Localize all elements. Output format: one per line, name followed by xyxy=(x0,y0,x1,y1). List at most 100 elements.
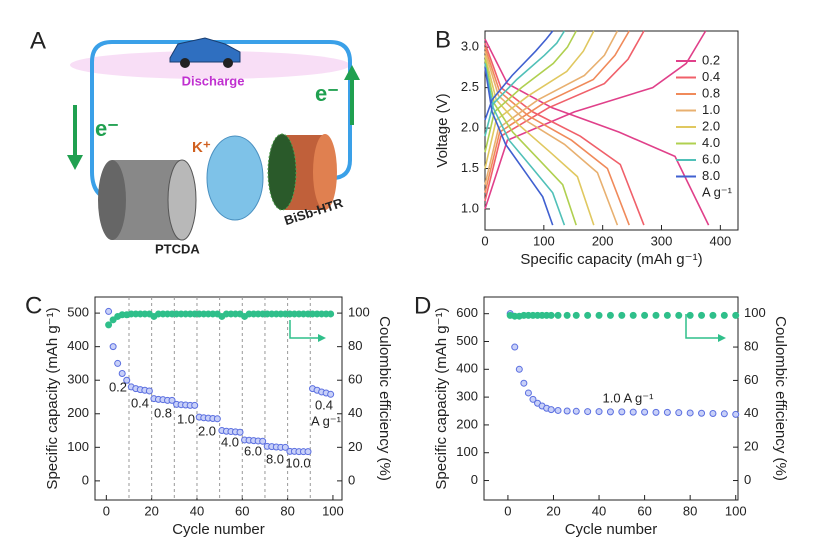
electron-label: e⁻ xyxy=(315,81,339,106)
ion-label: K⁺ xyxy=(192,139,211,156)
y-tick-label: 100 xyxy=(456,444,478,459)
x-tick-label: 20 xyxy=(144,503,158,518)
y-tick-label: 2.0 xyxy=(461,120,479,135)
y-tick-label: 200 xyxy=(456,416,478,431)
panel-label: C xyxy=(25,292,42,319)
point xyxy=(663,408,671,416)
point xyxy=(698,311,706,319)
y2-tick-label: 80 xyxy=(744,338,758,353)
point xyxy=(109,316,117,324)
annotation: 8.0 xyxy=(266,451,284,466)
curve xyxy=(484,30,566,226)
plot-frame xyxy=(483,296,739,501)
x-tick-label: 40 xyxy=(190,503,204,518)
y-tick-label: 400 xyxy=(67,338,89,353)
y2-axis-title: Coulombic efficiency (%) xyxy=(772,316,789,481)
x-tick-label: 80 xyxy=(280,503,294,518)
point xyxy=(629,311,637,319)
point xyxy=(105,307,113,315)
point xyxy=(520,379,528,387)
point xyxy=(118,370,126,378)
y-axis-title: Specific capacity (mAh g⁻¹) xyxy=(44,307,61,489)
legend-label: 0.2 xyxy=(702,52,720,67)
point xyxy=(641,311,649,319)
axis-arrow xyxy=(685,314,722,339)
y2-tick-label: 100 xyxy=(348,305,370,320)
legend-label: 1.0 xyxy=(702,102,720,117)
point xyxy=(618,408,626,416)
wire xyxy=(90,40,352,202)
legend-label: 8.0 xyxy=(702,168,720,183)
point xyxy=(191,401,199,409)
legend-title: A g⁻¹ xyxy=(702,184,733,199)
point xyxy=(213,415,221,423)
y-tick-label: 2.5 xyxy=(461,79,479,94)
point xyxy=(109,343,117,351)
point xyxy=(259,437,267,445)
legend-label: 4.0 xyxy=(702,135,720,150)
x-axis-title: Cycle number xyxy=(565,521,658,538)
wheel xyxy=(223,58,233,68)
point xyxy=(686,409,694,417)
point xyxy=(595,311,603,319)
point xyxy=(606,408,614,416)
cathode-back xyxy=(98,160,126,240)
x-tick-label: 100 xyxy=(725,503,747,518)
arrow-head xyxy=(718,334,726,342)
plot-frame xyxy=(484,30,739,231)
y2-tick-label: 60 xyxy=(744,372,758,387)
point xyxy=(168,396,176,404)
y-tick-label: 1.0 xyxy=(461,200,479,215)
curve xyxy=(484,30,630,226)
y2-tick-label: 20 xyxy=(348,439,362,454)
point xyxy=(281,443,289,451)
point xyxy=(554,311,562,319)
y-tick-label: 300 xyxy=(67,372,89,387)
x-tick-label: 100 xyxy=(322,503,344,518)
annotation: 10.0 xyxy=(285,455,310,470)
legend-label: 0.4 xyxy=(702,69,720,84)
y-tick-label: 0 xyxy=(471,472,478,487)
point xyxy=(720,410,728,418)
curve xyxy=(484,30,619,226)
x-tick-label: 20 xyxy=(546,503,560,518)
point xyxy=(563,407,571,415)
curve xyxy=(484,30,710,226)
y2-tick-label: 40 xyxy=(348,405,362,420)
x-axis-title: Cycle number xyxy=(172,521,265,538)
diagram-a: A Discharge e⁻ e⁻ K⁺ PTCDA BiSb-HTR xyxy=(30,27,360,256)
x-tick-label: 0 xyxy=(504,503,511,518)
point xyxy=(652,408,660,416)
y-tick-label: 600 xyxy=(456,305,478,320)
curve xyxy=(484,30,554,226)
cathode-face xyxy=(167,159,197,241)
curve xyxy=(484,30,595,226)
point xyxy=(584,408,592,416)
point xyxy=(686,311,694,319)
point xyxy=(720,311,728,319)
point xyxy=(236,428,244,436)
y2-tick-label: 0 xyxy=(744,472,751,487)
y2-axis-title: Coulombic efficiency (%) xyxy=(376,316,393,481)
x-tick-label: 300 xyxy=(651,233,673,248)
y-tick-label: 3.0 xyxy=(461,39,479,54)
legend-label: 6.0 xyxy=(702,151,720,166)
y2-tick-label: 80 xyxy=(348,338,362,353)
legend-label: 0.8 xyxy=(702,85,720,100)
point xyxy=(675,311,683,319)
point xyxy=(663,311,671,319)
annotation: 2.0 xyxy=(198,423,216,438)
annotation: 6.0 xyxy=(244,443,262,458)
point xyxy=(511,343,519,351)
x-tick-label: 40 xyxy=(592,503,606,518)
point xyxy=(529,395,537,403)
x-tick-label: 80 xyxy=(683,503,697,518)
arrow-head xyxy=(67,155,83,170)
discharge-label: Discharge xyxy=(182,73,245,88)
point xyxy=(123,376,131,384)
point xyxy=(618,311,626,319)
y-tick-label: 100 xyxy=(67,439,89,454)
point xyxy=(584,311,592,319)
axis-arrow xyxy=(289,320,322,339)
